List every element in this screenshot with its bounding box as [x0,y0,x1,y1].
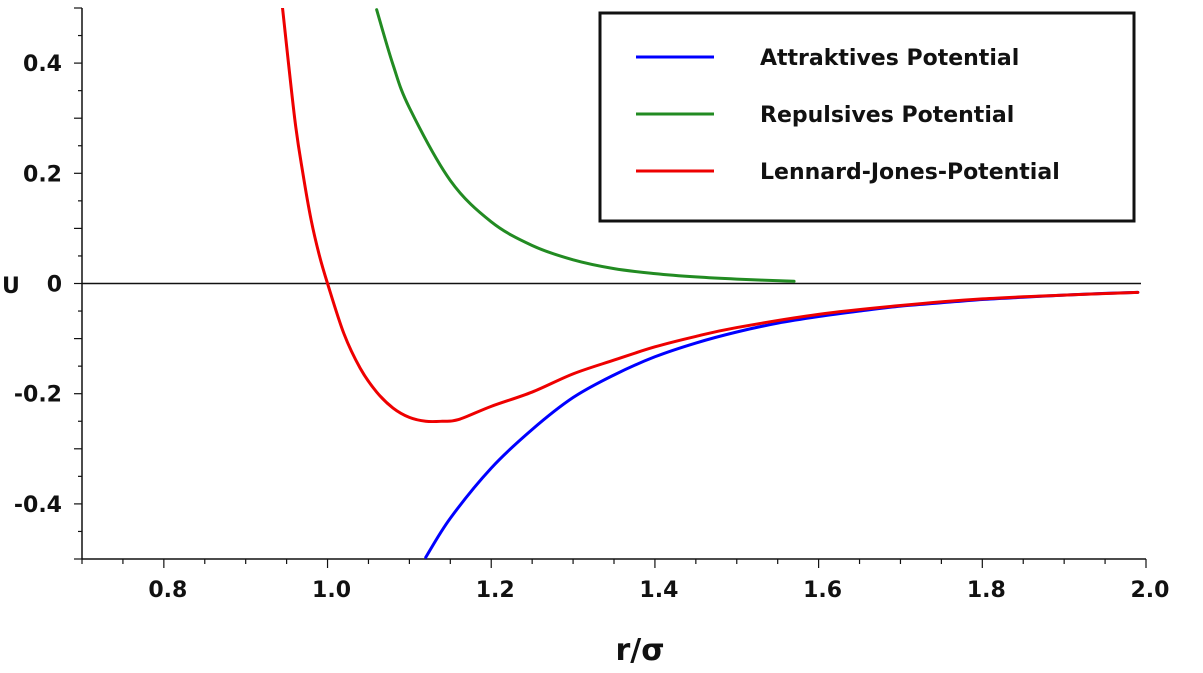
legend: Attraktives Potential Repulsives Potentia… [598,11,1136,223]
series-line-repulsives-potential [375,8,796,283]
x-axis-label: r/σ [615,633,664,668]
x-tick-label: 1.6 [803,578,842,603]
legend-label-lennard-jones-potential: Lennard-Jones-Potential [760,160,1060,185]
x-tick-label: 1.8 [967,578,1006,603]
ticks-layer: 0.8 1.0 1.2 1.4 1.6 1.8 2.0 0.4 0.2 0 -0.2 -0.4 [14,7,1170,603]
x-tick-label: 0.8 [148,578,187,603]
x-tick-label: 1.4 [639,578,678,603]
y-tick-label: 0.2 [23,162,62,187]
y-tick-label: 0 [47,273,62,298]
y-tick-label: -0.2 [14,383,62,408]
series-layer [281,8,1140,559]
legend-label-repulsives-potential: Repulsives Potential [760,103,1014,128]
x-tick-label: 1.0 [312,578,351,603]
y-tick-label: -0.4 [14,493,62,518]
series-line-lennard-jones-potential [281,8,1140,424]
x-tick-label: 1.2 [476,578,515,603]
y-axis-label: U [2,274,20,299]
x-tick-label: 2.0 [1131,578,1170,603]
legend-label-attraktives-potential: Attraktives Potential [760,46,1019,71]
legend-box [598,11,1136,223]
y-tick-label: 0.4 [23,52,62,77]
series-line-attraktives-potential [424,290,1140,559]
